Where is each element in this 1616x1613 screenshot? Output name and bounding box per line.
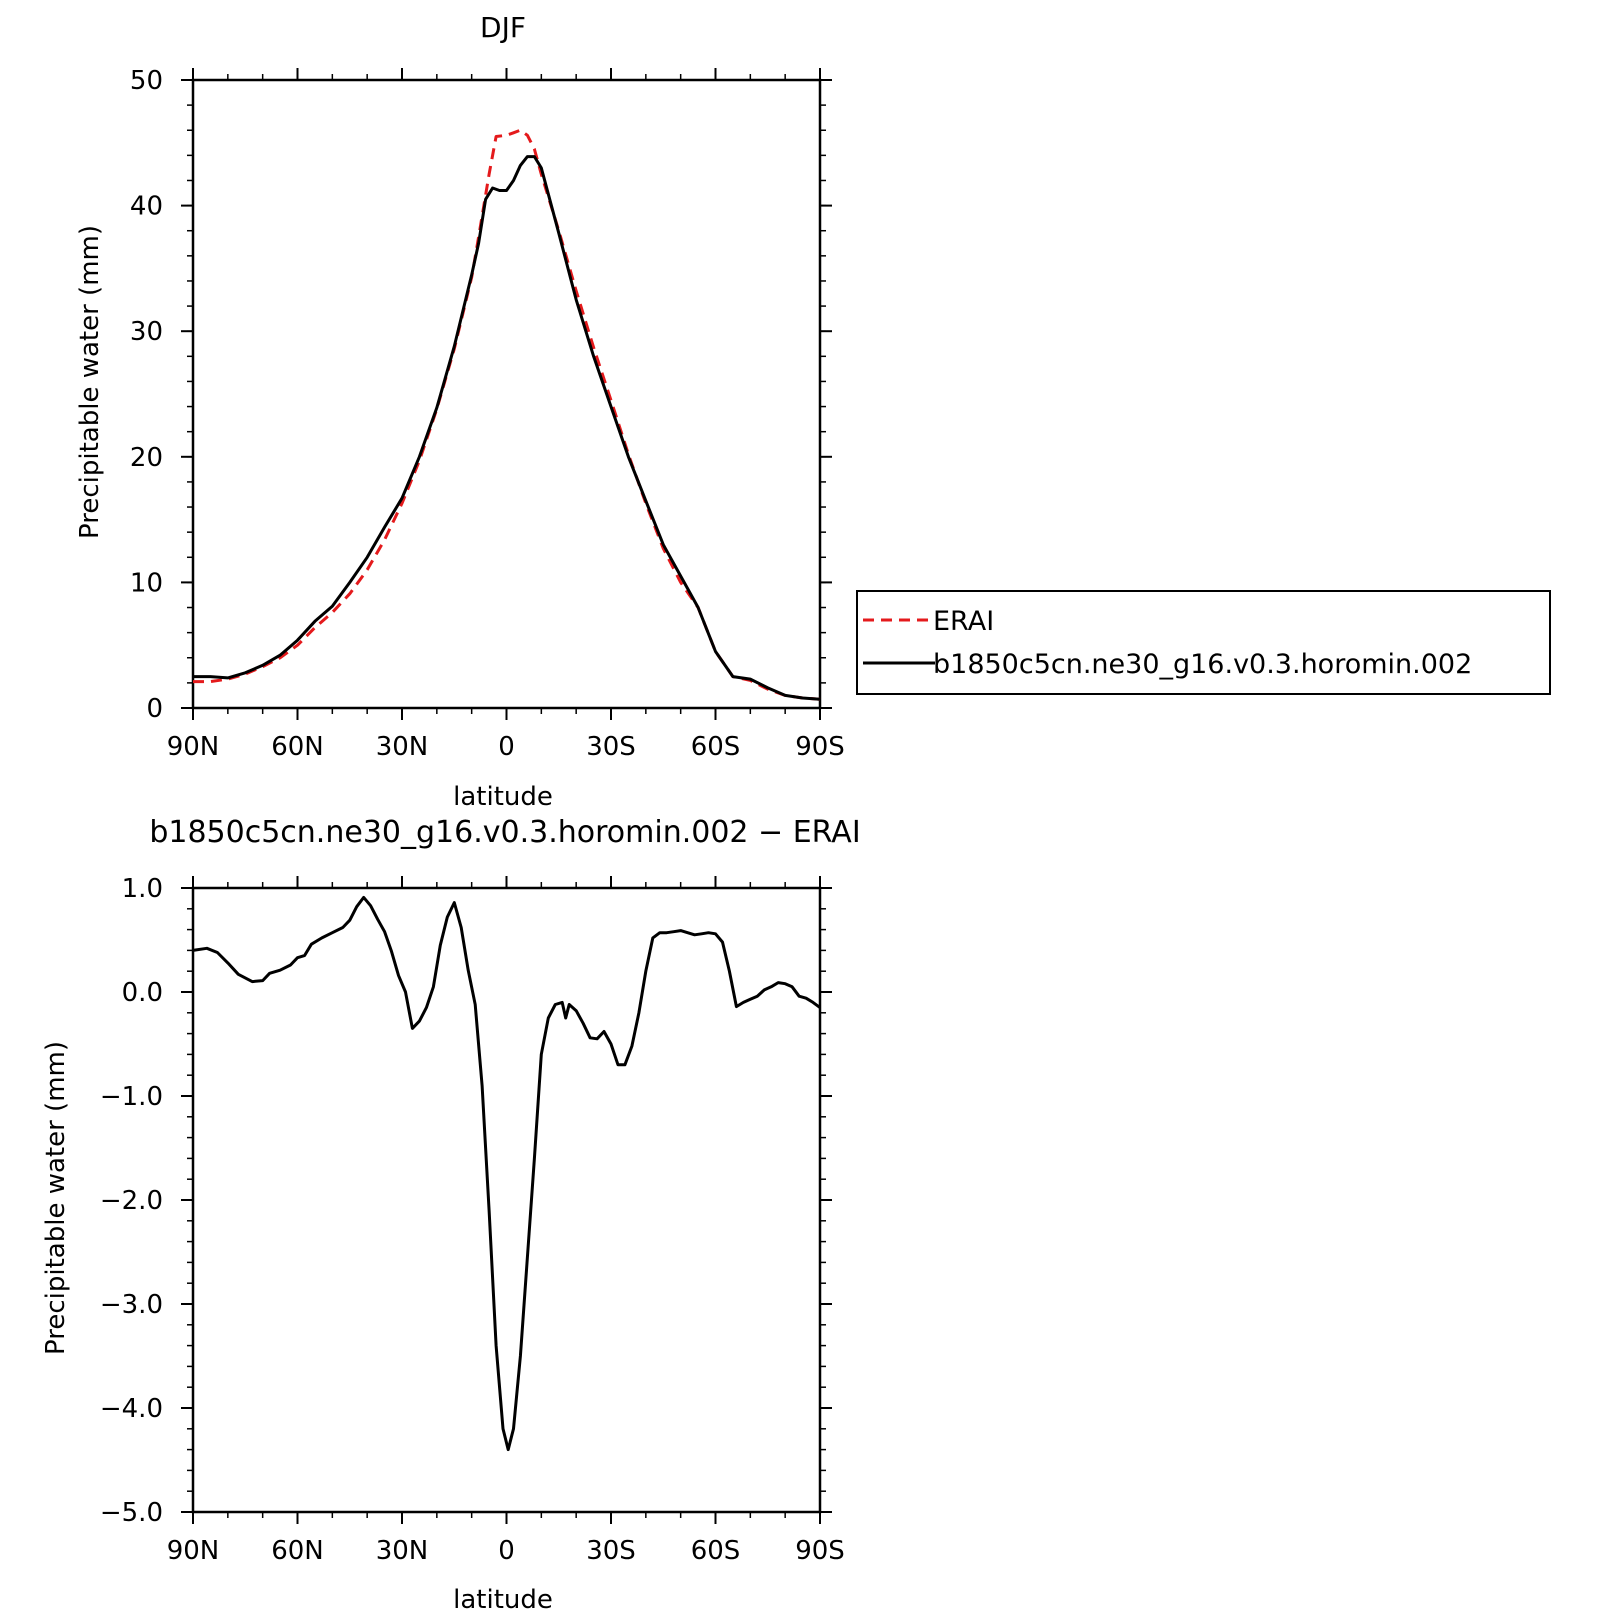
- legend-label-model: b1850c5cn.ne30_g16.v0.3.horomin.002: [933, 649, 1472, 680]
- legend: ERAI b1850c5cn.ne30_g16.v0.3.horomin.002: [856, 590, 1551, 695]
- bottom-y-axis-label: Precipitable water (mm): [41, 1041, 71, 1355]
- legend-label-erai: ERAI: [933, 606, 994, 637]
- bottom-y-tick-label: −3.0: [100, 1290, 163, 1320]
- top-panel: DJF 90N 60N 30N 0 30S 60S 90S 0 10 20 30 40 50 latit…: [75, 11, 845, 812]
- legend-box: [856, 590, 1551, 695]
- bottom-x-tick-label: 30S: [586, 1536, 636, 1566]
- bottom-series-line-0: [192, 895, 821, 1452]
- top-x-axis-label: latitude: [453, 782, 553, 812]
- top-y-tick-label: 0: [146, 694, 163, 724]
- bottom-x-tick-label: 90N: [167, 1536, 220, 1566]
- top-plot-frame: [191, 78, 822, 710]
- top-panel-title: DJF: [480, 11, 526, 44]
- top-x-tick-label: 30S: [586, 732, 636, 762]
- bottom-x-tick-label: 60N: [271, 1536, 324, 1566]
- bottom-y-tick-label: 1.0: [122, 874, 163, 904]
- top-y-tick-label: 10: [130, 568, 163, 598]
- top-x-tick-label: 30N: [376, 732, 429, 762]
- bottom-x-tick-label: 60S: [691, 1536, 741, 1566]
- top-plot-area: 90N 60N 30N 0 30S 60S 90S 0 10 20 30 40 50: [130, 66, 845, 762]
- bottom-x-axis-label: latitude: [453, 1585, 553, 1613]
- top-series-line-0: [193, 128, 821, 701]
- top-series-line-1: [193, 155, 821, 701]
- bottom-panel: b1850c5cn.ne30_g16.v0.3.horomin.002 − ER…: [41, 815, 861, 1613]
- top-x-tick-label: 60N: [271, 732, 324, 762]
- top-y-tick-label: 50: [130, 66, 163, 96]
- top-y-tick-label: 40: [130, 192, 163, 222]
- top-y-tick-label: 30: [130, 317, 163, 347]
- bottom-y-tick-label: −1.0: [100, 1082, 163, 1112]
- top-y-axis-label: Precipitable water (mm): [75, 225, 105, 539]
- bottom-x-tick-label: 30N: [376, 1536, 429, 1566]
- bottom-x-tick-label: 90S: [795, 1536, 845, 1566]
- bottom-plot-area: 90N 60N 30N 0 30S 60S 90S 1.0 0.0 −1.0 −2.0 −3.0 −4.…: [100, 874, 845, 1566]
- top-x-tick-label: 90N: [167, 732, 220, 762]
- bottom-y-tick-label: −4.0: [100, 1394, 163, 1424]
- bottom-y-tick-label: −5.0: [100, 1498, 163, 1528]
- top-y-tick-label: 20: [130, 443, 163, 473]
- bottom-plot-frame: [191, 886, 822, 1514]
- top-x-tick-label: 90S: [795, 732, 845, 762]
- bottom-y-tick-label: −2.0: [100, 1186, 163, 1216]
- top-x-tick-label: 0: [498, 732, 515, 762]
- bottom-panel-title: b1850c5cn.ne30_g16.v0.3.horomin.002 − ER…: [149, 815, 860, 850]
- bottom-y-tick-label: 0.0: [122, 978, 163, 1008]
- bottom-x-tick-label: 0: [498, 1536, 515, 1566]
- top-x-tick-label: 60S: [691, 732, 741, 762]
